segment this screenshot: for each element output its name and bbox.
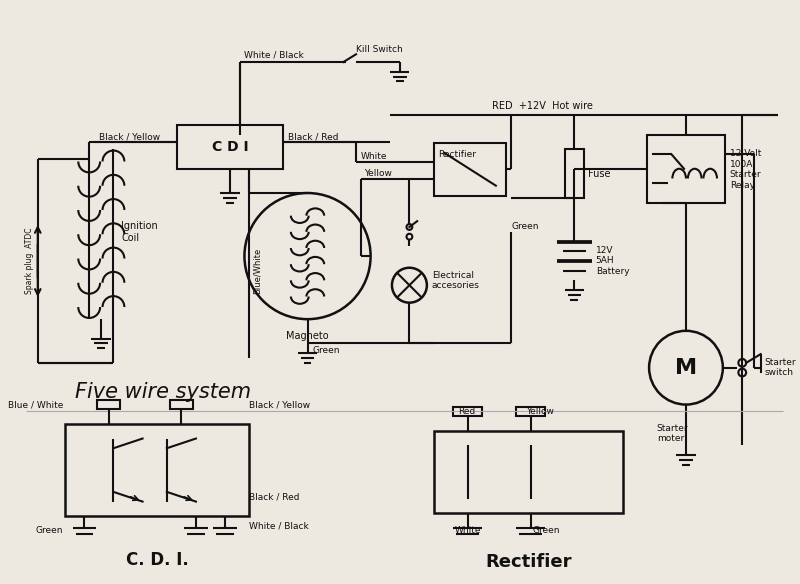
Text: M: M	[675, 357, 697, 378]
Text: Yellow: Yellow	[364, 169, 392, 178]
Text: Fuse: Fuse	[588, 169, 610, 179]
Bar	[170, 399, 193, 409]
Text: RED  +12V  Hot wire: RED +12V Hot wire	[492, 100, 593, 110]
Bar	[647, 135, 725, 203]
Text: White: White	[455, 526, 482, 535]
Bar	[65, 424, 250, 516]
Bar	[434, 142, 506, 196]
Text: Spark plug  ATDC: Spark plug ATDC	[25, 228, 34, 294]
Text: Yellow: Yellow	[526, 407, 554, 416]
Bar	[453, 406, 482, 416]
Text: Black / Yellow: Black / Yellow	[250, 400, 310, 409]
Bar	[434, 431, 623, 513]
Bar	[565, 150, 584, 198]
Text: Five wire system: Five wire system	[74, 382, 250, 402]
Text: Rectifier: Rectifier	[485, 553, 571, 571]
Text: Black / Red: Black / Red	[288, 132, 338, 141]
Text: Black / Red: Black / Red	[250, 492, 300, 501]
Text: 12V
5AH
Battery: 12V 5AH Battery	[596, 246, 630, 276]
Text: C. D. I.: C. D. I.	[126, 551, 189, 569]
Bar	[97, 399, 120, 409]
Text: 12 Volt
100A
Starter
Relay: 12 Volt 100A Starter Relay	[730, 150, 762, 190]
Text: White / Black: White / Black	[245, 51, 304, 60]
Text: Rectifier: Rectifier	[438, 150, 477, 159]
Text: Starter
switch: Starter switch	[765, 358, 796, 377]
Bar	[177, 125, 283, 169]
Text: Green: Green	[533, 526, 560, 535]
Text: Kill Switch: Kill Switch	[356, 45, 402, 54]
Text: Magneto: Magneto	[286, 331, 329, 341]
Text: White / Black: White / Black	[250, 522, 309, 530]
Text: Green: Green	[511, 223, 538, 231]
Text: Green: Green	[35, 526, 63, 535]
Text: C D I: C D I	[211, 140, 248, 154]
Text: Blue / White: Blue / White	[8, 400, 63, 409]
Text: Ignition
Coil: Ignition Coil	[122, 221, 158, 242]
Bar	[516, 406, 546, 416]
Text: Blue/White: Blue/White	[252, 248, 262, 294]
Text: Red: Red	[458, 407, 475, 416]
Text: Green: Green	[312, 346, 340, 354]
Text: Starter
moter: Starter moter	[657, 424, 689, 443]
Text: Electrical
accesories: Electrical accesories	[432, 270, 480, 290]
Text: Black / Yellow: Black / Yellow	[99, 132, 160, 141]
Text: White: White	[361, 152, 387, 161]
